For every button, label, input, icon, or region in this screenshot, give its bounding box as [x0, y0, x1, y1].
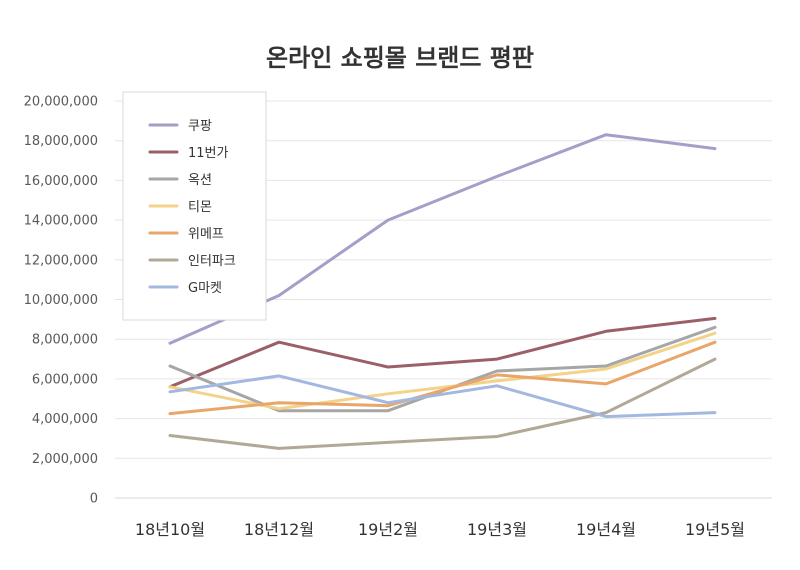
series-line	[168, 357, 717, 450]
y-tick-label: 20,000,000	[24, 95, 98, 110]
x-tick-label: 19년3월	[467, 520, 527, 539]
y-tick-label: 2,000,000	[32, 452, 98, 467]
x-tick-label: 18년12월	[244, 520, 314, 539]
series-line	[168, 331, 717, 411]
y-tick-label: 12,000,000	[24, 253, 98, 268]
x-axis-ticks: 18년10월 18년12월 19년2월 19년3월 19년4월 19년5월	[135, 520, 745, 539]
x-tick-label: 19년2월	[358, 520, 418, 539]
legend-label: 티몬	[188, 200, 212, 215]
legend-label: 인터파크	[188, 254, 236, 269]
y-tick-label: 18,000,000	[24, 134, 98, 149]
y-tick-label: 4,000,000	[32, 412, 98, 427]
x-tick-label: 19년5월	[685, 520, 745, 539]
y-tick-label: 14,000,000	[24, 214, 98, 229]
legend-label: 옥션	[188, 173, 212, 188]
legend-label: 쿠팡	[188, 119, 212, 134]
y-tick-label: 6,000,000	[32, 372, 98, 387]
legend-label: 위메프	[188, 227, 224, 242]
y-tick-label: 0	[90, 492, 98, 507]
series-line	[168, 374, 717, 419]
chart-title: 온라인 쇼핑몰 브랜드 평판	[266, 44, 534, 72]
series-line	[168, 340, 717, 416]
y-tick-label: 10,000,000	[24, 293, 98, 308]
legend-box	[122, 91, 267, 321]
y-tick-label: 8,000,000	[32, 333, 98, 348]
y-tick-label: 16,000,000	[24, 174, 98, 189]
y-axis-ticks: 0 2,000,000 4,000,000 6,000,000 8,000,000 10,…	[24, 95, 98, 507]
legend-label: 11번가	[188, 146, 229, 161]
x-tick-label: 19년4월	[576, 520, 636, 539]
series-line	[168, 316, 717, 389]
series-lines	[168, 133, 717, 450]
legend-label: G마켓	[188, 281, 222, 296]
x-tick-label: 18년10월	[135, 520, 205, 539]
